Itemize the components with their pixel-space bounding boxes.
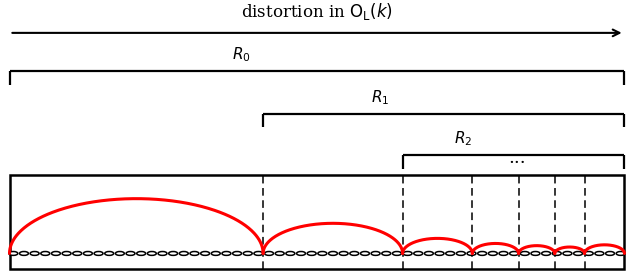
Circle shape [115, 252, 124, 255]
Circle shape [403, 252, 412, 255]
Circle shape [137, 252, 146, 255]
Circle shape [286, 252, 295, 255]
Circle shape [595, 252, 604, 255]
Circle shape [105, 252, 113, 255]
Circle shape [541, 252, 550, 255]
Circle shape [169, 252, 178, 255]
Text: $R_0$: $R_0$ [231, 46, 250, 64]
Circle shape [30, 252, 39, 255]
Text: $R_2$: $R_2$ [454, 129, 472, 148]
Circle shape [350, 252, 359, 255]
Circle shape [521, 252, 529, 255]
Circle shape [307, 252, 316, 255]
Circle shape [435, 252, 444, 255]
Circle shape [616, 252, 625, 255]
Circle shape [190, 252, 199, 255]
Circle shape [552, 252, 561, 255]
Circle shape [574, 252, 583, 255]
Circle shape [456, 252, 465, 255]
Circle shape [126, 252, 135, 255]
Circle shape [51, 252, 60, 255]
Circle shape [233, 252, 242, 255]
Circle shape [211, 252, 220, 255]
Circle shape [339, 252, 348, 255]
Circle shape [62, 252, 71, 255]
Text: distortion in $\mathrm{O_L}(k)$: distortion in $\mathrm{O_L}(k)$ [241, 1, 393, 22]
Circle shape [264, 252, 273, 255]
Bar [10, 175, 624, 269]
Text: ...: ... [508, 149, 526, 167]
Circle shape [9, 252, 18, 255]
Circle shape [531, 252, 540, 255]
Circle shape [371, 252, 380, 255]
Circle shape [41, 252, 49, 255]
Circle shape [488, 252, 497, 255]
Circle shape [254, 252, 263, 255]
Circle shape [467, 252, 476, 255]
Circle shape [446, 252, 455, 255]
Circle shape [605, 252, 614, 255]
Circle shape [73, 252, 82, 255]
Circle shape [414, 252, 423, 255]
Circle shape [84, 252, 93, 255]
Circle shape [361, 252, 370, 255]
Circle shape [328, 252, 337, 255]
Circle shape [392, 252, 401, 255]
Circle shape [499, 252, 508, 255]
Circle shape [382, 252, 391, 255]
Circle shape [424, 252, 434, 255]
Circle shape [20, 252, 29, 255]
Circle shape [158, 252, 167, 255]
Circle shape [179, 252, 188, 255]
Circle shape [147, 252, 157, 255]
Circle shape [563, 252, 572, 255]
Circle shape [585, 252, 593, 255]
Circle shape [297, 252, 306, 255]
Circle shape [275, 252, 284, 255]
Text: $R_1$: $R_1$ [372, 88, 389, 107]
Circle shape [510, 252, 519, 255]
Circle shape [222, 252, 231, 255]
Circle shape [477, 252, 487, 255]
Circle shape [200, 252, 210, 255]
Circle shape [318, 252, 327, 255]
Circle shape [243, 252, 252, 255]
Circle shape [94, 252, 103, 255]
